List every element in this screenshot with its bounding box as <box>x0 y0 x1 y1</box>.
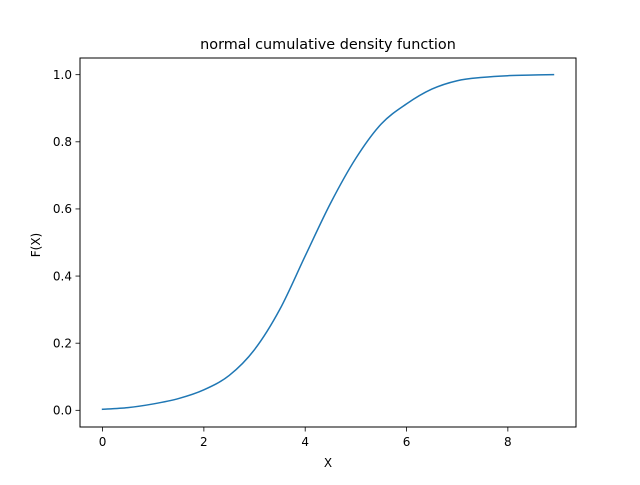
cdf-series-line <box>101 73 555 411</box>
y-axis-ticks: 0.0 0.2 0.4 0.6 0.8 1.0 <box>53 68 80 418</box>
x-tick-label: 4 <box>301 435 309 449</box>
y-tick-label: 0.0 <box>53 404 72 418</box>
x-axis-label: X <box>324 456 332 470</box>
data-series <box>101 73 555 411</box>
y-tick-label: 0.8 <box>53 135 72 149</box>
x-tick-label: 6 <box>403 435 411 449</box>
y-tick-label: 1.0 <box>53 68 72 82</box>
x-tick-label: 0 <box>99 435 107 449</box>
y-tick-label: 0.2 <box>53 336 72 350</box>
x-tick-label: 8 <box>504 435 512 449</box>
y-axis-label: F(X) <box>29 233 43 258</box>
x-tick-label: 2 <box>200 435 208 449</box>
y-tick-label: 0.6 <box>53 202 72 216</box>
y-tick-label: 0.4 <box>53 269 72 283</box>
plot-frame <box>79 57 577 428</box>
x-axis-ticks: 0 2 4 6 8 <box>99 427 512 449</box>
chart-title: normal cumulative density function <box>200 37 456 53</box>
